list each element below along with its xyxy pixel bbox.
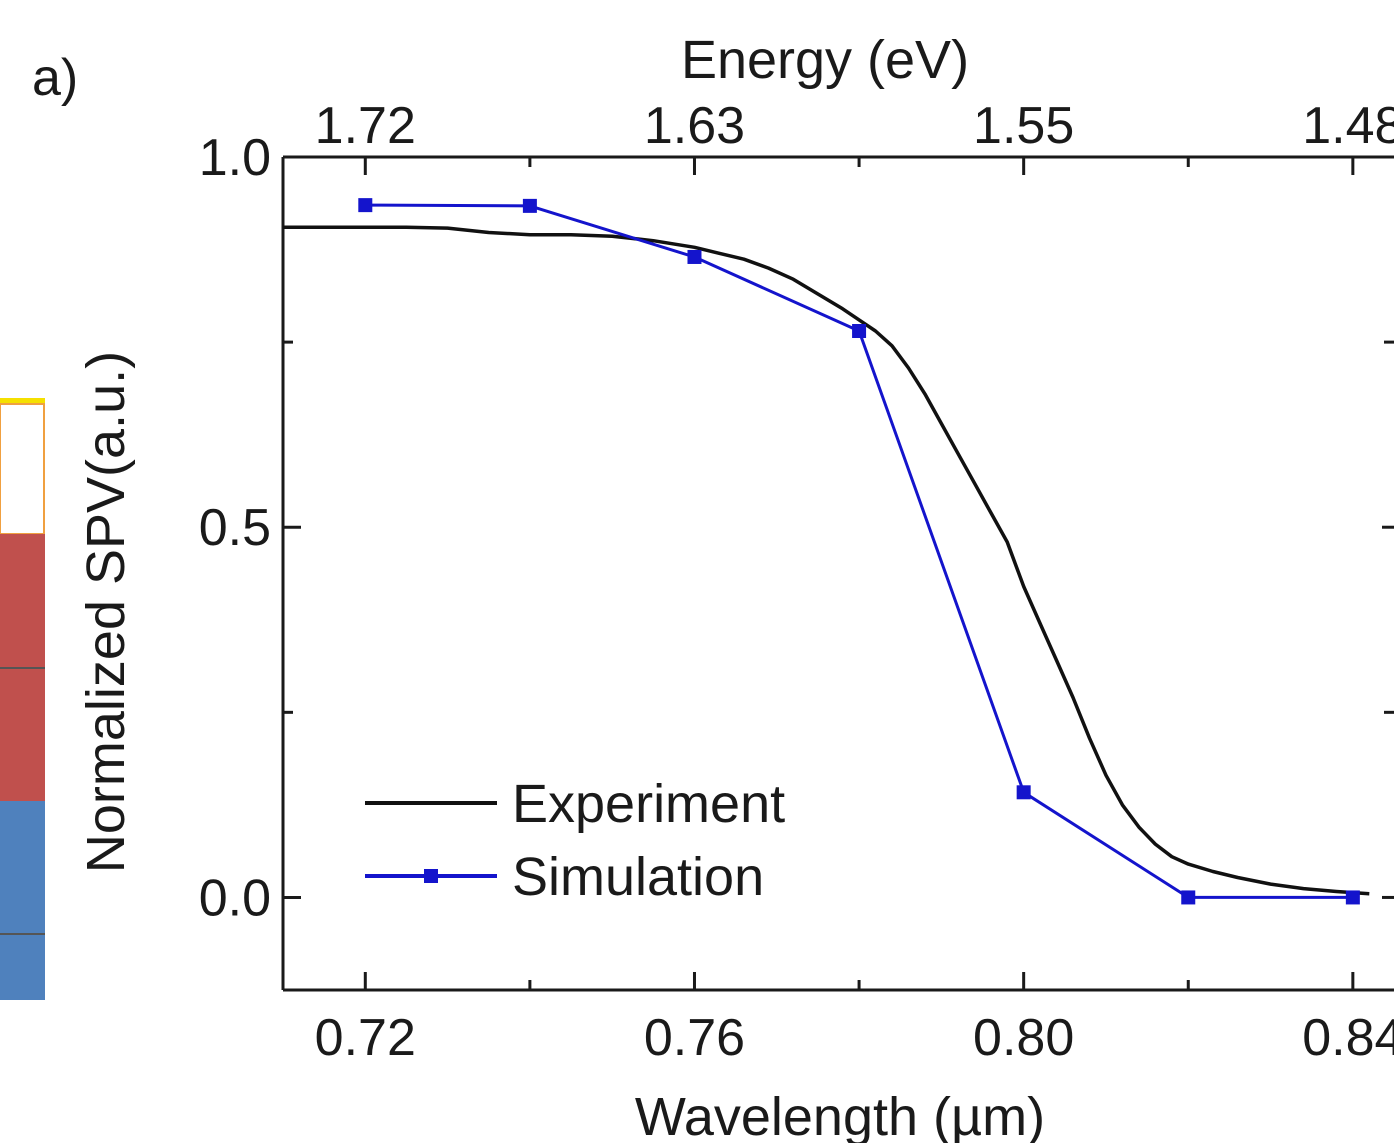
experiment-series-line <box>283 225 1370 896</box>
legend-experiment-label: Experiment <box>512 774 785 834</box>
simulation-data-point <box>687 249 702 264</box>
x-tick-label: 0.84 <box>1302 1009 1394 1067</box>
simulation-data-point <box>1181 890 1196 905</box>
y-axis-title: Normalized SPV(a.u.) <box>76 351 136 873</box>
x-tick-label: 0.80 <box>973 1009 1074 1067</box>
side-panel-yellow-strip <box>0 398 45 404</box>
legend-simulation-label: Simulation <box>512 847 764 907</box>
simulation-data-point <box>1016 785 1031 800</box>
top-axis-title: Energy (eV) <box>681 30 969 90</box>
simulation-data-point <box>1345 890 1360 905</box>
y-tick-label: 0.0 <box>199 869 271 927</box>
axis-ticks <box>283 155 1394 990</box>
legend-simulation-marker <box>424 869 438 883</box>
tick-labels: 0.72 0.76 0.80 0.84 1.72 1.63 1.55 1.48 0.0 0.5 1.… <box>199 97 1394 1067</box>
panel-label: a) <box>32 49 78 107</box>
y-tick-label: 0.5 <box>199 499 271 557</box>
top-tick-label: 1.48 <box>1302 97 1394 155</box>
top-tick-label: 1.72 <box>315 97 416 155</box>
side-panel-white-layer <box>0 403 45 535</box>
x-tick-label: 0.76 <box>644 1009 745 1067</box>
simulation-data-point <box>522 198 537 213</box>
series-layer <box>283 198 1370 905</box>
x-tick-label: 0.72 <box>315 1009 416 1067</box>
x-axis-title: Wavelength (µm) <box>635 1087 1045 1143</box>
side-panel-blue-layer <box>0 801 45 1000</box>
y-tick-label: 1.0 <box>199 129 271 187</box>
simulation-data-point <box>358 198 373 213</box>
side-panel-stack <box>0 398 45 1000</box>
top-tick-label: 1.55 <box>973 97 1074 155</box>
top-tick-label: 1.63 <box>644 97 745 155</box>
legend: Experiment Simulation <box>365 774 785 907</box>
simulation-data-point <box>852 324 867 339</box>
